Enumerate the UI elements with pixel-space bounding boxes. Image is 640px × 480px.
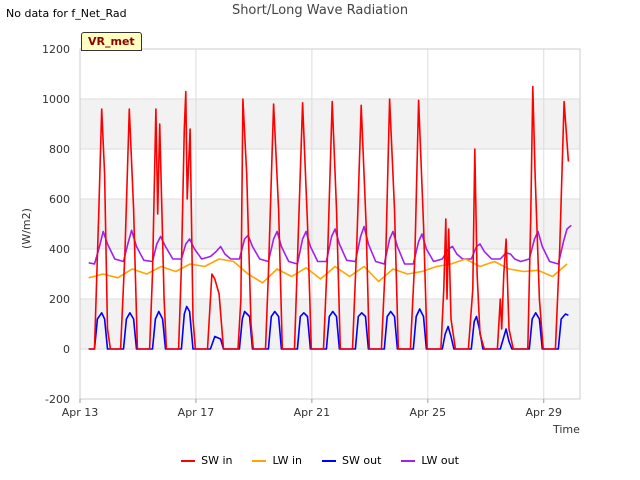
y-tick-label: 1000 bbox=[42, 93, 70, 106]
y-tick-label: -200 bbox=[45, 393, 70, 406]
legend-swatch bbox=[401, 459, 416, 462]
background-band bbox=[80, 99, 580, 149]
legend-swatch bbox=[181, 459, 196, 462]
x-tick-label: Apr 21 bbox=[294, 406, 331, 419]
x-axis-label: Time bbox=[553, 423, 580, 436]
y-tick-label: 200 bbox=[49, 293, 70, 306]
background-band bbox=[80, 349, 580, 399]
x-axis-ticks: Apr 13 Apr 17 Apr 21 Apr 25 Apr 29 bbox=[62, 399, 562, 419]
x-tick-label: Apr 25 bbox=[410, 406, 447, 419]
y-tick-label: 0 bbox=[63, 343, 70, 356]
legend-label: SW out bbox=[342, 454, 382, 467]
plot-frame bbox=[79, 48, 581, 400]
series-lines bbox=[88, 85, 572, 350]
x-tick-label: Apr 29 bbox=[526, 406, 563, 419]
legend-item: SW in bbox=[181, 454, 232, 467]
background-band bbox=[80, 49, 580, 99]
series-line-lw-out bbox=[88, 224, 572, 265]
legend-swatch bbox=[322, 459, 337, 462]
chart-title: Short/Long Wave Radiation bbox=[231, 3, 409, 18]
y-tick-label: 1200 bbox=[42, 43, 70, 56]
legend-swatch bbox=[252, 459, 267, 462]
y-axis-ticks: -200 0 200 400 600 800 1000 1200 bbox=[42, 43, 70, 406]
background-bands bbox=[80, 49, 580, 399]
no-data-note: No data for f_Net_Rad bbox=[6, 7, 127, 20]
x-tick-label: Apr 13 bbox=[62, 406, 99, 419]
y-tick-label: 600 bbox=[49, 193, 70, 206]
site-badge: VR_met bbox=[81, 32, 142, 51]
series-line-lw-in bbox=[88, 258, 568, 284]
series-line-sw-in bbox=[88, 85, 570, 350]
legend: SW in LW in SW out LW out bbox=[0, 454, 640, 467]
legend-label: SW in bbox=[201, 454, 233, 467]
legend-item: LW out bbox=[401, 454, 459, 467]
y-axis-label: (W/m2) bbox=[19, 208, 33, 249]
legend-item: SW out bbox=[322, 454, 381, 467]
x-tick-label: Apr 17 bbox=[178, 406, 215, 419]
legend-label: LW out bbox=[421, 454, 459, 467]
legend-item: LW in bbox=[252, 454, 302, 467]
y-tick-label: 400 bbox=[49, 243, 70, 256]
legend-label: LW in bbox=[272, 454, 303, 467]
y-tick-label: 800 bbox=[49, 143, 70, 156]
